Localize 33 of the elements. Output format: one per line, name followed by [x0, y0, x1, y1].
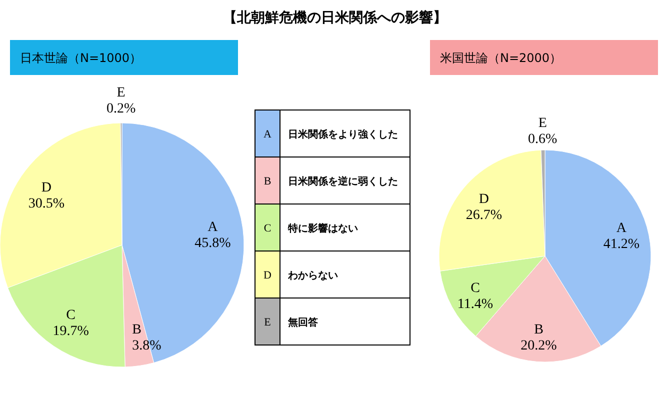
data-label: 26.7% — [466, 208, 502, 224]
chart-subtitle: 米国世論（N=2000） — [440, 51, 562, 65]
category-label: C — [264, 222, 272, 234]
slice-label: B — [132, 322, 142, 338]
data-label: 0.2% — [106, 102, 136, 117]
category-label: D — [264, 270, 272, 282]
chart-subtitle: 日本世論（N=1000） — [20, 51, 142, 65]
data-label: 19.7% — [52, 324, 90, 339]
slice-label: D — [41, 180, 52, 196]
category-label: B — [264, 176, 272, 188]
data-label: 20.2% — [520, 338, 558, 354]
data-label: 0.6% — [528, 132, 558, 147]
slice-label: E — [116, 86, 126, 101]
text: 日米関係をより強くした — [288, 128, 398, 140]
data-label: 45.8% — [194, 236, 232, 251]
slice-label: B — [534, 322, 544, 338]
slice-label: C — [66, 308, 76, 323]
slice-label: D — [478, 192, 490, 208]
text: 【北朝鮮危機の日米関係への影響】 — [223, 9, 447, 26]
slice-label: E — [538, 116, 547, 131]
slice-label: A — [208, 220, 219, 235]
text: 無回答 — [287, 316, 319, 328]
text: 特に影響はない — [287, 222, 358, 234]
slice-label: C — [470, 281, 480, 296]
category-label: A — [264, 128, 272, 140]
category-label: E — [264, 316, 272, 328]
text: わからない — [287, 270, 338, 282]
data-label: 30.5% — [28, 196, 65, 212]
data-label: 41.2% — [603, 237, 640, 252]
text: 日米関係を逆に弱くした — [288, 176, 398, 188]
data-label: 3.8% — [132, 338, 162, 354]
slice-label: A — [616, 221, 628, 236]
data-label: 11.4% — [457, 297, 494, 312]
